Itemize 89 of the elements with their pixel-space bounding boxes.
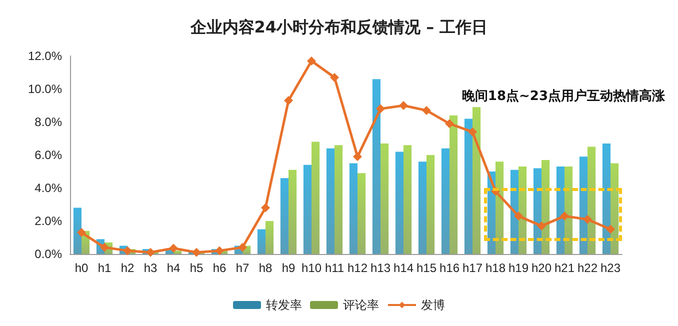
bar <box>312 142 320 254</box>
x-tick-label: h11 <box>324 261 344 275</box>
legend-label: 评论率 <box>343 298 379 312</box>
point <box>238 242 247 252</box>
x-tick-label: h12 <box>347 261 368 275</box>
x-tick-label: h19 <box>508 261 529 275</box>
point <box>123 246 132 256</box>
bar <box>556 166 564 254</box>
bar <box>426 155 435 254</box>
bar <box>564 166 573 254</box>
point <box>77 228 86 238</box>
point <box>307 56 316 66</box>
point <box>192 248 201 257</box>
point <box>284 96 293 106</box>
bar <box>610 163 619 254</box>
bar <box>257 229 266 254</box>
bar <box>579 156 588 254</box>
x-tick-label: h10 <box>301 261 322 275</box>
bar <box>533 168 542 254</box>
x-tick-label: h9 <box>282 261 296 275</box>
bar <box>441 148 450 254</box>
bar <box>542 160 550 254</box>
x-tick-label: h1 <box>98 261 112 275</box>
bar <box>472 107 481 254</box>
bar <box>358 173 366 254</box>
y-tick-label: 8.0% <box>34 115 62 129</box>
point <box>422 106 431 115</box>
point <box>514 212 523 221</box>
y-tick-label: 12.0% <box>28 49 62 63</box>
point <box>399 101 408 110</box>
point <box>445 119 454 128</box>
point <box>353 152 362 162</box>
bar <box>303 164 312 254</box>
y-tick-label: 6.0% <box>34 148 62 162</box>
point <box>169 244 178 253</box>
bar <box>280 178 288 254</box>
x-tick-label: h5 <box>190 261 204 275</box>
point <box>537 221 546 230</box>
y-tick-label: 0.0% <box>34 247 62 261</box>
point <box>468 127 477 136</box>
annotation: 晚间18点~23点用户互动热情高涨 <box>462 88 666 104</box>
legend-label: 转发率 <box>266 298 302 312</box>
x-tick-label: h7 <box>236 261 250 275</box>
x-tick-label: h21 <box>554 261 575 275</box>
bar <box>404 145 412 254</box>
y-tick-label: 4.0% <box>34 181 62 195</box>
bar <box>349 163 358 254</box>
bar <box>588 146 596 254</box>
x-tick-label: h17 <box>462 261 483 275</box>
x-tick-label: h3 <box>144 261 158 275</box>
point <box>583 214 592 224</box>
bar <box>464 118 472 254</box>
x-tick-label: h2 <box>120 261 134 275</box>
bar <box>73 208 82 254</box>
point <box>100 242 109 252</box>
x-tick-label: h18 <box>485 261 506 275</box>
bar <box>496 162 504 254</box>
y-tick-label: 2.0% <box>34 214 62 228</box>
x-tick-label: h22 <box>577 261 598 275</box>
x-tick-label: h13 <box>370 261 391 275</box>
x-tick-label: h14 <box>393 261 414 275</box>
bar <box>372 79 380 254</box>
point <box>560 212 569 221</box>
point <box>376 104 385 114</box>
x-tick-label: h8 <box>258 261 272 275</box>
y-tick-label: 10.0% <box>28 82 62 96</box>
legend-label: 发博 <box>421 298 445 312</box>
bar <box>380 143 389 254</box>
chart-title: 企业内容24小时分布和反馈情况 – 工作日 <box>189 18 488 36</box>
bar <box>418 162 426 254</box>
point <box>330 72 339 82</box>
x-tick-label: h6 <box>212 261 226 275</box>
point <box>606 224 615 234</box>
bar <box>450 115 458 254</box>
point <box>146 248 155 257</box>
bar <box>326 148 334 254</box>
bar <box>288 170 297 254</box>
point <box>215 246 224 256</box>
bar <box>395 152 404 254</box>
point <box>261 203 270 212</box>
x-tick-label: h16 <box>439 261 460 275</box>
x-tick-label: h4 <box>166 261 180 275</box>
bar <box>266 221 274 254</box>
x-tick-label: h0 <box>74 261 88 275</box>
x-tick-label: h15 <box>416 261 437 275</box>
bar <box>602 143 610 254</box>
x-tick-label: h23 <box>600 261 621 275</box>
bar <box>334 145 343 254</box>
x-tick-label: h20 <box>531 261 552 275</box>
